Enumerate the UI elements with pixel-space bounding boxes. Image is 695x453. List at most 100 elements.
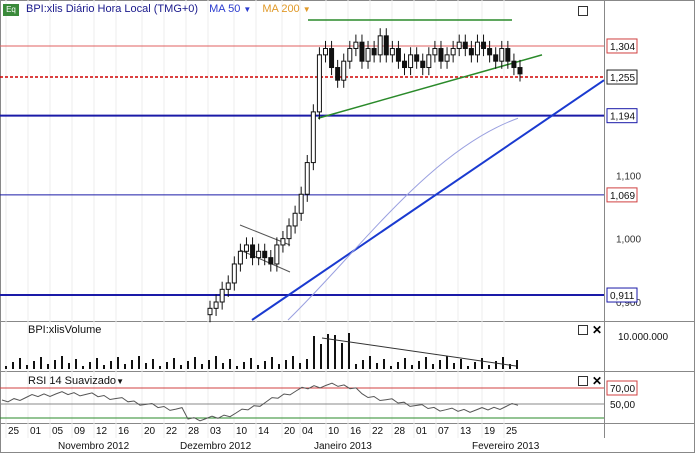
ma50-label[interactable]: MA 50 ▼ xyxy=(209,3,252,15)
horizontal-levels xyxy=(0,45,604,297)
day-tick-label: 22 xyxy=(372,426,384,437)
price-level-label: 0,911 xyxy=(610,291,635,302)
day-tick-label: 25 xyxy=(8,426,20,437)
volume-trendline xyxy=(321,337,517,367)
day-tick-label: 16 xyxy=(118,426,130,437)
month-label: Janeiro 2013 xyxy=(314,441,372,452)
support-line xyxy=(317,54,543,119)
candle-body xyxy=(365,48,371,62)
candle-body xyxy=(414,54,420,62)
candle-body xyxy=(450,48,456,56)
candle-body xyxy=(225,282,231,290)
day-tick-label: 05 xyxy=(52,426,64,437)
caret-down-icon: ▼ xyxy=(116,377,124,386)
candle-body xyxy=(237,250,243,265)
candle-body xyxy=(286,225,292,240)
price-tick-label: 1,000 xyxy=(616,235,641,246)
candle-body xyxy=(438,48,444,62)
maximize-price-panel-icon[interactable] xyxy=(578,6,588,16)
candle-body xyxy=(383,35,389,56)
price-level-label: 1,255 xyxy=(610,73,635,84)
day-tick-label: 07 xyxy=(438,426,450,437)
day-tick-label: 13 xyxy=(460,426,472,437)
time-axis: 25 01 05 09 12 16 20 22 28 03 10 14 20 04 10 16 22 28 01 07… xyxy=(8,426,540,452)
candle-body xyxy=(359,41,365,62)
volume-bars xyxy=(5,333,518,369)
day-tick-label: 12 xyxy=(96,426,108,437)
close-volume-panel-icon[interactable]: ✕ xyxy=(592,323,603,337)
candle-body xyxy=(280,238,286,246)
day-tick-label: 09 xyxy=(74,426,86,437)
day-tick-label: 22 xyxy=(166,426,178,437)
month-label: Dezembro 2012 xyxy=(180,441,252,452)
vertical-gridlines xyxy=(5,0,505,438)
month-label: Novembro 2012 xyxy=(58,441,130,452)
ma50-curve xyxy=(287,117,519,321)
candle-body xyxy=(456,41,462,50)
rsi-level-badge xyxy=(606,380,638,396)
candle-body xyxy=(395,48,401,62)
candle-body xyxy=(316,54,322,113)
price-level-badge xyxy=(606,187,638,203)
candle-body xyxy=(322,48,328,56)
candlestick-series xyxy=(207,28,523,323)
maximize-volume-panel-icon[interactable] xyxy=(578,325,588,335)
uptrend-line xyxy=(251,79,605,321)
rsi-axis-label: 50,00 xyxy=(610,400,635,411)
candle-body xyxy=(304,162,310,195)
eq-badge[interactable]: Eq xyxy=(3,4,19,16)
day-tick-label: 10 xyxy=(328,426,340,437)
candle-body xyxy=(298,193,304,214)
candle-body xyxy=(462,41,468,50)
price-axis: 1,100 1,000 0,900 1,304 1,255 1,194 1,069 0,911… xyxy=(606,38,668,411)
day-tick-label: 20 xyxy=(144,426,156,437)
candle-body xyxy=(493,54,499,62)
day-tick-label: 28 xyxy=(188,426,200,437)
price-level-badge xyxy=(606,287,638,303)
day-tick-label: 01 xyxy=(416,426,428,437)
rsi-title[interactable]: RSI 14 Suavizado▼ xyxy=(28,375,124,387)
candle-body xyxy=(389,48,395,56)
candle-body xyxy=(243,244,249,252)
candle-body xyxy=(517,67,523,75)
candle-body xyxy=(219,288,225,303)
close-rsi-panel-icon[interactable]: ✕ xyxy=(592,374,603,388)
price-level-badge xyxy=(606,108,638,124)
candle-body xyxy=(408,54,414,69)
day-tick-label: 01 xyxy=(30,426,42,437)
price-level-badge xyxy=(606,38,638,54)
day-tick-label: 28 xyxy=(394,426,406,437)
caret-down-icon: ▼ xyxy=(243,5,252,14)
candle-body xyxy=(402,60,408,69)
ma200-label[interactable]: MA 200 ▼ xyxy=(262,3,311,15)
candle-body xyxy=(347,48,353,62)
symbol-label[interactable]: BPI:xlis Diário Hora Local (TMG+0) xyxy=(26,3,199,15)
candle-body xyxy=(256,250,262,259)
maximize-rsi-panel-icon[interactable] xyxy=(578,376,588,386)
candle-body xyxy=(329,48,335,69)
rsi-line xyxy=(1,382,519,422)
rsi-series xyxy=(0,382,604,422)
price-level-label: 1,304 xyxy=(610,42,635,53)
day-tick-label: 14 xyxy=(258,426,270,437)
price-tick-label: 0,900 xyxy=(616,298,641,309)
candle-body xyxy=(335,67,341,81)
day-tick-label: 25 xyxy=(506,426,518,437)
volume-axis-label: 10.000.000 xyxy=(618,332,668,343)
candle-body xyxy=(487,48,493,56)
candle-body xyxy=(377,35,383,56)
candle-body xyxy=(481,41,487,50)
caret-down-icon: ▼ xyxy=(302,5,311,14)
day-tick-label: 03 xyxy=(210,426,222,437)
candle-body xyxy=(511,60,517,69)
day-tick-label: 04 xyxy=(302,426,314,437)
candle-body xyxy=(213,301,219,309)
candle-body xyxy=(353,41,359,50)
day-tick-label: 10 xyxy=(236,426,248,437)
candle-body xyxy=(274,244,280,265)
candle-body xyxy=(250,244,256,259)
volume-title: BPI:xlisVolume xyxy=(28,324,102,336)
candle-body xyxy=(207,307,213,316)
